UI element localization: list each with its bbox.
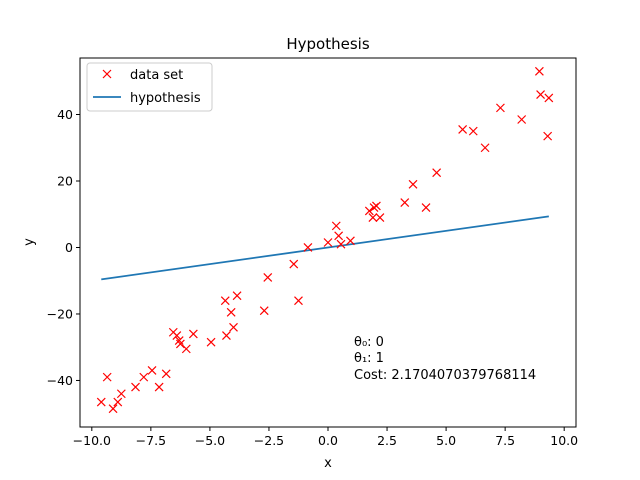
- x-axis: −10.0 −7.5 −5.0 −2.5 0.0 2.5 5.0 7.5 10.0: [73, 427, 578, 448]
- data-point: [96, 397, 106, 407]
- legend-marker-data-set: [102, 69, 112, 79]
- data-point: [536, 90, 545, 99]
- data-point: [400, 198, 410, 208]
- x-tick-label: −10.0: [73, 433, 111, 448]
- y-tick-label: −40: [47, 373, 73, 388]
- data-point: [181, 344, 191, 354]
- data-point: [220, 296, 230, 306]
- data-point: [172, 331, 182, 341]
- data-point: [102, 372, 112, 382]
- data-point: [113, 397, 123, 407]
- data-point: [263, 272, 273, 282]
- data-point: [222, 331, 231, 341]
- chart-title: Hypothesis: [286, 35, 369, 53]
- data-point: [368, 213, 378, 222]
- data-point: [336, 239, 346, 249]
- annotation-cost: Cost: 2.1704070379768114: [354, 368, 536, 383]
- data-point: [331, 221, 341, 231]
- data-point: [294, 296, 303, 306]
- x-tick-label: 5.0: [436, 433, 456, 448]
- data-point: [289, 259, 299, 269]
- data-point: [421, 203, 431, 213]
- data-point: [161, 369, 171, 379]
- y-axis-label: y: [22, 238, 37, 246]
- y-axis: −40 −20 0 20 40: [47, 107, 80, 388]
- y-tick-label: 20: [57, 174, 73, 189]
- data-point: [517, 115, 527, 124]
- data-point: [364, 206, 374, 216]
- data-point: [229, 322, 238, 332]
- x-tick-label: −7.5: [136, 433, 166, 448]
- x-axis-label: x: [324, 456, 332, 471]
- annotation-theta0: θ₀: 0: [354, 335, 384, 350]
- data-point: [432, 168, 442, 178]
- data-point: [259, 306, 269, 316]
- data-point: [371, 201, 381, 211]
- legend-label-hypothesis: hypothesis: [130, 91, 201, 106]
- data-point: [188, 329, 198, 339]
- data-point: [323, 238, 333, 247]
- data-point: [139, 372, 149, 382]
- data-point: [375, 213, 385, 222]
- data-point: [226, 307, 236, 317]
- y-tick-label: −20: [47, 306, 73, 321]
- legend: data set hypothesis: [86, 62, 213, 112]
- data-point: [108, 404, 118, 414]
- data-point: [543, 131, 553, 141]
- legend-label-data-set: data set: [130, 68, 183, 83]
- data-point: [544, 93, 554, 103]
- x-tick-label: 0.0: [318, 433, 338, 448]
- y-tick-label: 0: [65, 240, 73, 255]
- data-point: [346, 236, 355, 246]
- x-tick-label: 2.5: [377, 433, 397, 448]
- hypothesis-line: [101, 215, 549, 281]
- data-point: [303, 243, 313, 252]
- annotation-theta1: θ₁: 1: [354, 351, 384, 366]
- legend-box: [86, 62, 213, 112]
- data-point: [480, 143, 490, 153]
- data-point: [232, 291, 242, 301]
- data-point: [206, 337, 216, 347]
- data-point: [534, 66, 544, 76]
- y-tick-label: 40: [57, 107, 73, 122]
- data-point: [495, 103, 505, 113]
- data-point: [408, 179, 418, 189]
- data-point: [458, 125, 468, 134]
- x-tick-label: 7.5: [495, 433, 515, 448]
- data-point: [175, 339, 185, 349]
- x-tick-label: −2.5: [254, 433, 284, 448]
- data-point: [468, 126, 478, 136]
- plot-area: [96, 66, 554, 414]
- data-point: [334, 231, 344, 241]
- x-tick-label: −5.0: [195, 433, 225, 448]
- data-point: [147, 366, 157, 375]
- data-point: [116, 389, 126, 399]
- data-point: [131, 382, 140, 392]
- x-tick-label: 10.0: [550, 433, 578, 448]
- data-point: [154, 382, 164, 392]
